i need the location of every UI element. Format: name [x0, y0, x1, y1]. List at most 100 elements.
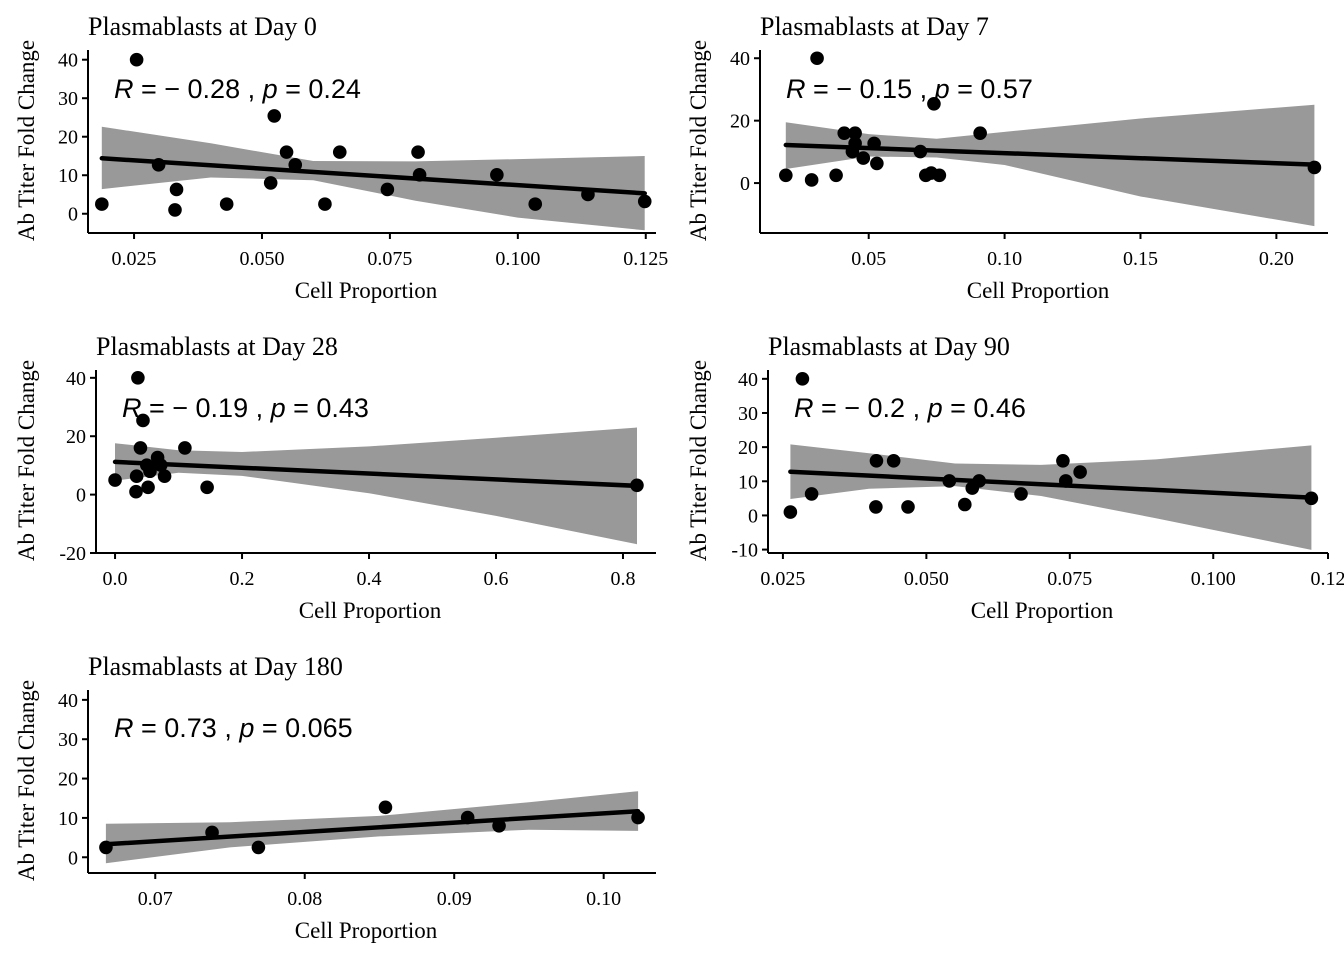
panel-day-0: 0 10 20 30 40 0.025 0.050 0.075 0.100 0.125 Plasma… [14, 12, 668, 303]
data-point [151, 158, 166, 172]
confidence-band [785, 104, 1315, 227]
data-point [143, 464, 157, 479]
data-point [131, 371, 145, 385]
y-axis-label: Ab Titer Fold Change [686, 360, 711, 561]
panel-title: Plasmablasts at Day 28 [96, 332, 338, 361]
x-tick-label: 0.075 [367, 248, 412, 270]
data-point [942, 474, 957, 488]
x-tick-label: 0.125 [623, 248, 668, 270]
x-tick-label: 0.12 [1311, 568, 1344, 590]
stat-r-label: R [786, 74, 806, 104]
data-point [804, 173, 819, 187]
data-point [837, 126, 852, 140]
data-point [848, 126, 862, 140]
data-point [411, 145, 425, 159]
y-tick-label: 0 [68, 847, 78, 869]
data-point [870, 156, 884, 171]
data-point [169, 182, 184, 197]
data-point [779, 168, 793, 183]
x-tick-label: 0.05 [851, 248, 886, 270]
data-point [867, 136, 881, 151]
x-tick-label: 0.050 [904, 568, 949, 590]
correlation-annotation: R = 0.73 , p = 0.065 [114, 713, 353, 743]
x-tick-label: 0.025 [112, 248, 157, 270]
data-point [1304, 491, 1319, 506]
stat-r-label: R [114, 713, 134, 743]
data-point [200, 480, 214, 495]
confidence-band [115, 427, 637, 545]
y-tick-label: 40 [730, 48, 750, 70]
data-point [153, 458, 168, 472]
stat-r-value: = − 0.15 , [806, 74, 935, 104]
panel-day-1: 0 20 40 0.05 0.10 0.15 0.20 Plasmablasts at Day… [686, 12, 1328, 303]
y-tick-label: 0 [68, 204, 78, 226]
correlation-annotation: R = − 0.28 , p = 0.24 [114, 74, 361, 104]
data-point [848, 136, 862, 151]
y-tick-label: 20 [738, 437, 758, 459]
y-tick-label: 30 [58, 88, 78, 110]
data-point [973, 126, 987, 140]
y-tick-label: 30 [738, 403, 758, 425]
data-point [288, 158, 303, 172]
data-point [829, 168, 843, 183]
stat-p-label: p [270, 393, 286, 423]
y-tick-label: 40 [58, 50, 78, 72]
data-point [869, 500, 883, 514]
panel-title: Plasmablasts at Day 180 [88, 652, 343, 681]
x-tick-label: 0.08 [287, 888, 322, 910]
data-point [913, 144, 928, 159]
y-tick-label: 40 [738, 369, 758, 391]
data-point [460, 810, 475, 825]
stat-p-label: p [262, 74, 278, 104]
data-point [129, 469, 144, 484]
y-axis-label: Ab Titer Fold Change [14, 40, 39, 241]
stat-p-label: p [927, 393, 943, 423]
data-point [630, 478, 644, 493]
regression-line [103, 808, 641, 847]
correlation-annotation: R = − 0.2 , p = 0.46 [794, 393, 1026, 423]
data-point [168, 203, 182, 217]
data-point [318, 197, 332, 211]
y-axis-label: Ab Titer Fold Change [14, 680, 39, 881]
data-point [856, 151, 871, 165]
confidence-band [790, 444, 1312, 550]
data-point [492, 818, 506, 833]
data-point [1058, 474, 1073, 488]
data-point [783, 505, 798, 519]
panel-title: Plasmablasts at Day 90 [768, 332, 1010, 361]
x-tick-label: 0.09 [437, 888, 472, 910]
y-tick-label: 20 [66, 426, 86, 448]
data-point [901, 500, 915, 514]
data-point [219, 197, 234, 211]
y-tick-label: 20 [730, 111, 750, 133]
y-tick-label: 20 [58, 769, 78, 791]
panel-day-3: -10 0 10 20 30 40 0.025 0.050 0.075 0.100 0.12 Plas… [686, 332, 1344, 623]
data-point [637, 194, 652, 209]
y-axis-label: Ab Titer Fold Change [686, 40, 711, 241]
y-tick-label: 40 [66, 368, 86, 390]
data-point [129, 52, 144, 67]
panel-day-2: -20 0 20 40 0.0 0.2 0.4 0.6 0.8 Plasmablasts at D… [14, 332, 656, 623]
data-point [1073, 465, 1087, 479]
data-point [129, 484, 143, 499]
data-point [958, 497, 972, 512]
data-point [99, 840, 113, 855]
data-point [263, 176, 278, 190]
data-point [141, 480, 155, 495]
y-tick-label: -10 [731, 540, 758, 562]
data-point [810, 51, 824, 66]
x-axis-label: Cell Proportion [971, 598, 1114, 623]
stat-p-value: = 0.065 [254, 713, 352, 743]
data-point [932, 168, 947, 183]
y-tick-label: 20 [58, 127, 78, 149]
data-point [795, 372, 810, 386]
data-point [528, 197, 543, 211]
confidence-band [101, 126, 645, 231]
x-tick-label: 0.07 [138, 888, 173, 910]
data-point [631, 810, 645, 825]
x-tick-label: 0.100 [1191, 568, 1236, 590]
data-point [804, 487, 819, 501]
y-tick-label: 30 [58, 729, 78, 751]
y-tick-label: 0 [740, 173, 750, 195]
